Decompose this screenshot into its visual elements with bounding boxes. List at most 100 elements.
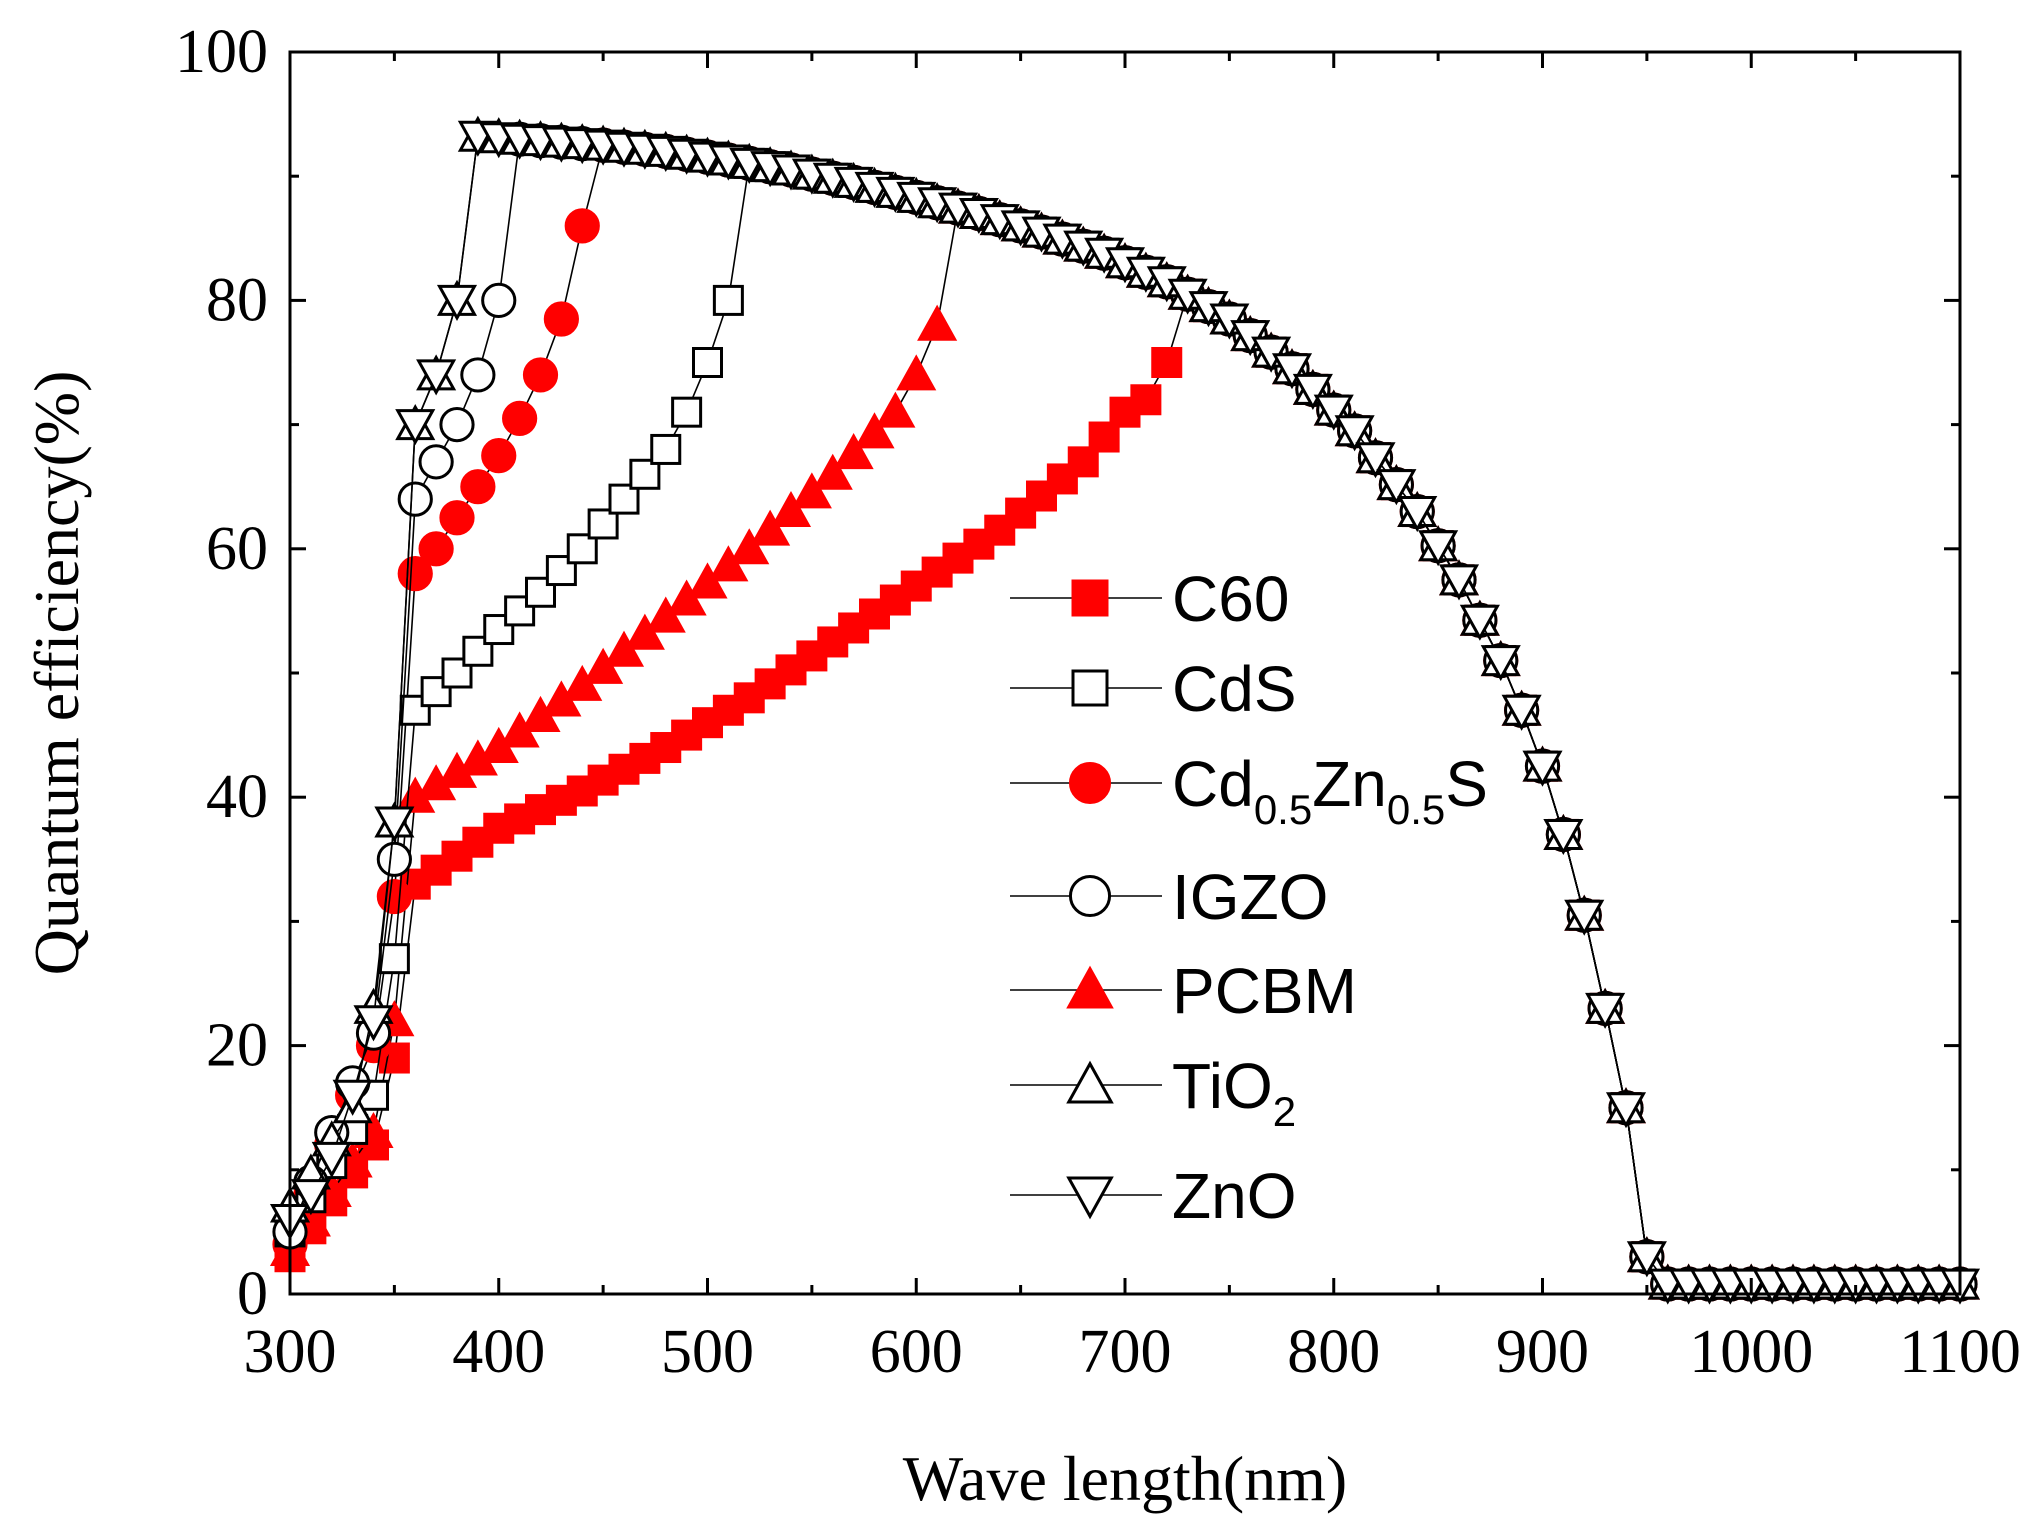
legend-item-cdzns: Cd0.5Zn0.5S — [1010, 748, 1488, 833]
data-point — [1480, 645, 1521, 682]
legend-item-zno: ZnO — [1010, 1160, 1296, 1232]
data-point — [460, 357, 496, 393]
data-point — [311, 1141, 352, 1178]
data-point — [481, 438, 517, 474]
legend-text: Cd — [1172, 748, 1254, 820]
x-tick-label: 1000 — [1689, 1318, 1813, 1386]
legend-text: S — [1445, 748, 1488, 820]
data-point — [1271, 353, 1313, 390]
data-point — [1292, 373, 1333, 410]
data-point — [917, 304, 958, 341]
data-point — [1068, 761, 1112, 805]
series-tio2 — [269, 115, 1981, 1300]
y-tick-label: 80 — [206, 266, 268, 334]
data-point — [608, 483, 640, 515]
data-point — [418, 531, 454, 567]
data-point — [1355, 442, 1396, 479]
legend-text: CdS — [1172, 653, 1297, 725]
data-point — [712, 284, 744, 316]
series-zno — [269, 120, 1981, 1305]
y-tick-label: 40 — [206, 763, 268, 831]
legend-text: TiO — [1172, 1050, 1273, 1122]
plot-area — [269, 115, 1981, 1305]
legend-label: IGZO — [1172, 861, 1328, 933]
data-point — [650, 433, 682, 465]
x-tick-label: 600 — [870, 1318, 963, 1386]
data-point — [290, 1179, 331, 1216]
data-point — [483, 614, 515, 646]
data-point — [502, 400, 538, 436]
data-point — [1066, 1060, 1114, 1104]
data-point — [395, 409, 436, 446]
data-point — [1585, 992, 1626, 1029]
x-tick-label: 300 — [244, 1318, 337, 1386]
data-point — [1418, 530, 1459, 567]
x-tick-label: 1100 — [1899, 1318, 2021, 1386]
legend-item-igzo: IGZO — [1010, 861, 1328, 933]
series-cdzns — [272, 127, 1978, 1302]
legend-subscript: 0.5 — [1254, 786, 1312, 833]
data-point — [397, 481, 433, 517]
data-point — [1438, 564, 1480, 601]
data-point — [416, 359, 457, 396]
data-point — [420, 676, 452, 708]
series-c60 — [274, 278, 1976, 1300]
data-point — [650, 732, 682, 764]
data-point — [896, 354, 937, 391]
legend-item-tio2: TiO2 — [1010, 1050, 1296, 1135]
y-tick-label: 100 — [175, 18, 268, 86]
data-point — [460, 469, 496, 505]
data-point — [436, 284, 478, 321]
data-point — [587, 508, 619, 540]
legend-label: TiO2 — [1172, 1050, 1296, 1135]
data-point — [629, 458, 661, 490]
x-tick-label: 500 — [661, 1318, 754, 1386]
legend-item-cds: CdS — [1010, 653, 1297, 725]
data-point — [692, 347, 723, 378]
data-point — [1605, 1092, 1647, 1129]
legend-text: Zn — [1312, 748, 1387, 820]
data-point — [522, 357, 559, 393]
data-point — [376, 878, 412, 915]
data-point — [1626, 1241, 1667, 1278]
legend-text: C60 — [1172, 563, 1289, 635]
legend-label: PCBM — [1172, 955, 1357, 1027]
legend-text: ZnO — [1172, 1160, 1296, 1232]
legend-subscript: 2 — [1273, 1088, 1296, 1135]
data-point — [1459, 604, 1500, 641]
data-point — [1071, 579, 1109, 617]
legend-label: CdS — [1172, 653, 1297, 725]
data-point — [1334, 415, 1375, 452]
data-point — [439, 407, 475, 443]
data-point — [1522, 750, 1563, 787]
data-point — [332, 1079, 373, 1116]
axes: 300 400 500 600 700 800 900 1000 1100 0 20 40 60 80 10… — [175, 18, 2021, 1386]
legend-text: IGZO — [1172, 861, 1328, 933]
x-tick-label: 700 — [1079, 1318, 1172, 1386]
y-axis-title: Quantum efficiency(%) — [21, 371, 92, 976]
x-tick-label: 800 — [1287, 1318, 1380, 1386]
data-point — [418, 444, 454, 480]
data-point — [854, 412, 895, 449]
y-tick-label: 0 — [237, 1260, 268, 1328]
legend-text: PCBM — [1172, 955, 1357, 1027]
x-tick-label: 900 — [1496, 1318, 1589, 1386]
data-point — [1543, 818, 1584, 856]
data-point — [376, 841, 412, 877]
data-point — [812, 453, 853, 490]
data-point — [543, 301, 579, 337]
data-point — [439, 500, 475, 536]
plot-frame — [288, 50, 1962, 1296]
data-point — [1068, 874, 1112, 918]
series-pcbm — [269, 187, 1981, 1300]
data-point — [1066, 965, 1114, 1009]
legend-item-c60: C60 — [1010, 563, 1289, 635]
data-point — [1151, 347, 1183, 378]
series-igzo — [272, 121, 1978, 1302]
data-point — [1376, 469, 1417, 506]
data-point — [770, 490, 812, 528]
series-line-c60 — [289, 292, 1960, 1285]
data-point — [729, 528, 770, 565]
